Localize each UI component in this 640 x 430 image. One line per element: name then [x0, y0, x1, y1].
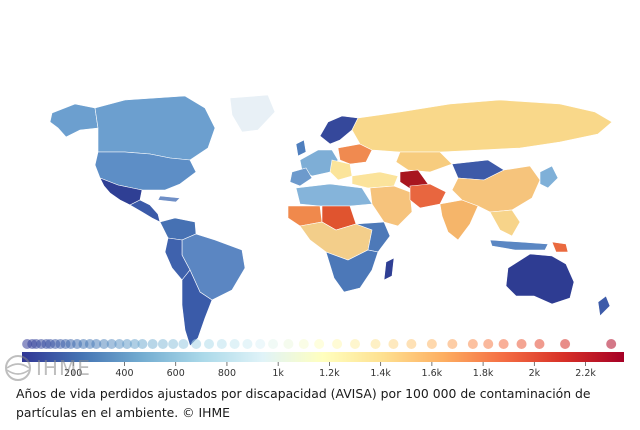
region-alaska[interactable]	[49, 103, 99, 138]
world-choropleth-map: 200 400 600 800 1k 1.2k 1.4k 1.6k 1.8k 2k 2.2k	[22, 94, 624, 379]
logo-text: IHME	[36, 356, 91, 380]
legend-tick-label: 2k	[529, 368, 541, 379]
legend-dot	[447, 339, 458, 349]
legend-dot	[516, 339, 527, 349]
legend-dot	[560, 339, 571, 349]
legend-dot	[350, 339, 361, 349]
legend-dot	[283, 339, 294, 349]
legend-tick-label: 1.2k	[319, 368, 340, 379]
legend-tick-label: 1k	[272, 368, 284, 379]
legend-tick-label: 800	[218, 368, 236, 379]
region-indonesia[interactable]	[489, 239, 549, 251]
region-iberia[interactable]	[289, 167, 313, 187]
legend-dot	[168, 339, 179, 349]
region-balkans[interactable]	[329, 159, 353, 181]
legend-dot	[147, 339, 158, 349]
legend-dot	[406, 339, 417, 349]
region-new-zealand[interactable]	[597, 295, 611, 317]
ihme-logo: IHME	[4, 354, 91, 382]
legend-dot	[204, 339, 215, 349]
legend-dot	[157, 339, 168, 349]
region-korea-japan[interactable]	[539, 165, 559, 189]
region-middle-east[interactable]	[369, 185, 413, 227]
legend-tick-label: 1.4k	[370, 368, 391, 379]
region-india[interactable]	[439, 199, 479, 241]
legend-dot	[483, 339, 494, 349]
legend-dot	[229, 339, 240, 349]
region-canada[interactable]	[94, 95, 216, 161]
legend-dot	[314, 339, 325, 349]
region-kazakhstan[interactable]	[395, 151, 453, 173]
legend-dot	[498, 339, 509, 349]
region-uk[interactable]	[295, 139, 307, 157]
legend-dot	[106, 339, 117, 349]
legend-dot	[370, 339, 381, 349]
legend-colorbar	[22, 352, 624, 362]
legend-tick-label: 600	[167, 368, 185, 379]
legend-dot	[298, 339, 309, 349]
legend-dot	[178, 339, 189, 349]
figure-caption: Años de vida perdidos ajustados por disc…	[16, 386, 591, 420]
region-china[interactable]	[451, 165, 541, 213]
legend-tick-label: 1.8k	[473, 368, 494, 379]
globe-icon	[5, 355, 31, 381]
legend-dot	[388, 339, 399, 349]
region-turkey-caucasus[interactable]	[351, 171, 399, 189]
region-russia[interactable]	[351, 99, 613, 153]
legend-dot	[534, 339, 545, 349]
legend-tick-label: 1.6k	[422, 368, 443, 379]
region-southern-africa[interactable]	[325, 249, 379, 293]
region-central-america[interactable]	[129, 199, 161, 223]
legend-dot	[242, 339, 253, 349]
legend-dot	[122, 339, 133, 349]
legend-tick-label: 2.2k	[575, 368, 596, 379]
legend-dot	[98, 339, 109, 349]
legend-dot	[114, 339, 125, 349]
legend-dot	[137, 339, 148, 349]
region-papua-new-guinea[interactable]	[551, 241, 569, 253]
legend-dot	[332, 339, 343, 349]
region-madagascar[interactable]	[383, 257, 395, 281]
legend-dot	[268, 339, 279, 349]
region-caribbean[interactable]	[157, 195, 181, 203]
region-greenland[interactable]	[229, 94, 276, 133]
legend-ticks: 200 400 600 800 1k 1.2k 1.4k 1.6k 1.8k 2k 2.2k	[64, 362, 596, 379]
legend-dot	[129, 339, 140, 349]
legend-dot	[467, 339, 478, 349]
region-australia[interactable]	[505, 253, 575, 305]
legend-tick-label: 400	[115, 368, 133, 379]
legend-dot	[216, 339, 227, 349]
region-north-africa[interactable]	[295, 183, 373, 207]
legend-dot	[606, 339, 617, 349]
legend-dot	[91, 339, 102, 349]
legend-dot	[255, 339, 266, 349]
legend-distribution-strip	[22, 339, 617, 349]
legend-dot	[426, 339, 437, 349]
region-southeast-asia[interactable]	[489, 209, 521, 237]
legend-tick-label: 200	[64, 368, 82, 379]
region-argentina-chile[interactable]	[181, 269, 213, 347]
legend-dot	[191, 339, 202, 349]
